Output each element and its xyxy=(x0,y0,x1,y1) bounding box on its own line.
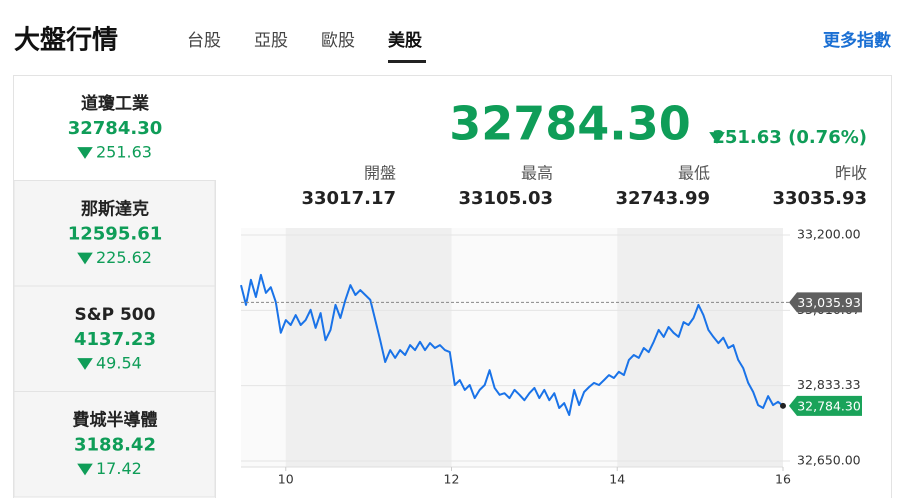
quote-value: 32784.30 xyxy=(449,97,691,151)
index-item-bg[interactable] xyxy=(13,285,216,392)
index-name[interactable]: 道瓊工業 xyxy=(81,93,149,114)
x-tick-label: 14 xyxy=(609,472,625,487)
last-point xyxy=(780,402,786,409)
reference-badge xyxy=(789,292,862,313)
session-band xyxy=(617,228,783,467)
price-line xyxy=(240,273,784,416)
tab-underline xyxy=(388,60,426,63)
tab[interactable]: 亞股 xyxy=(254,31,288,51)
last-value-badge xyxy=(789,395,862,416)
index-change: 251.63 xyxy=(96,143,152,162)
stat-label: 開盤 xyxy=(364,164,396,183)
stat-value: 32743.99 xyxy=(615,188,710,209)
down-triangle xyxy=(77,147,93,159)
y-tick-label: 33,200.00 xyxy=(797,227,861,242)
stat-value: 33017.17 xyxy=(301,188,396,209)
stat-label: 昨收 xyxy=(835,164,867,183)
index-item-bg[interactable] xyxy=(13,391,216,498)
index-name[interactable]: 那斯達克 xyxy=(81,199,149,220)
index-name[interactable]: 費城半導體 xyxy=(73,410,158,431)
more-link[interactable]: 更多指數 xyxy=(823,30,891,51)
quote-change: 251.63 (0.76%) xyxy=(712,127,867,148)
index-value: 3188.42 xyxy=(74,435,156,456)
page-title: 大盤行情 xyxy=(14,25,118,56)
index-change: 17.42 xyxy=(96,459,142,478)
stat-label: 最高 xyxy=(521,164,553,183)
tab[interactable]: 歐股 xyxy=(321,31,355,51)
last-value-label: 32,784.30 xyxy=(797,398,861,413)
index-value: 12595.61 xyxy=(68,224,163,245)
stat-value: 33105.03 xyxy=(458,188,553,209)
down-triangle xyxy=(77,463,93,476)
x-tick-label: 10 xyxy=(278,472,294,487)
index-value: 4137.23 xyxy=(74,329,156,350)
x-tick-label: 12 xyxy=(444,472,460,487)
down-triangle xyxy=(709,132,725,144)
index-value: 32784.30 xyxy=(68,118,163,139)
stat-label: 最低 xyxy=(678,164,710,183)
x-tick-label: 16 xyxy=(775,472,791,487)
y-tick-label: 32,833.33 xyxy=(797,377,861,392)
tab[interactable]: 美股 xyxy=(388,30,422,51)
tab[interactable]: 台股 xyxy=(187,31,221,51)
y-tick-label: 32,650.00 xyxy=(797,453,861,468)
index-change: 49.54 xyxy=(96,354,142,373)
down-triangle xyxy=(77,252,93,265)
down-triangle xyxy=(77,358,93,370)
index-change: 225.62 xyxy=(96,248,152,267)
index-name[interactable]: S&P 500 xyxy=(75,305,156,325)
reference-label: 33,035.93 xyxy=(797,295,861,310)
stat-value: 33035.93 xyxy=(772,188,867,209)
